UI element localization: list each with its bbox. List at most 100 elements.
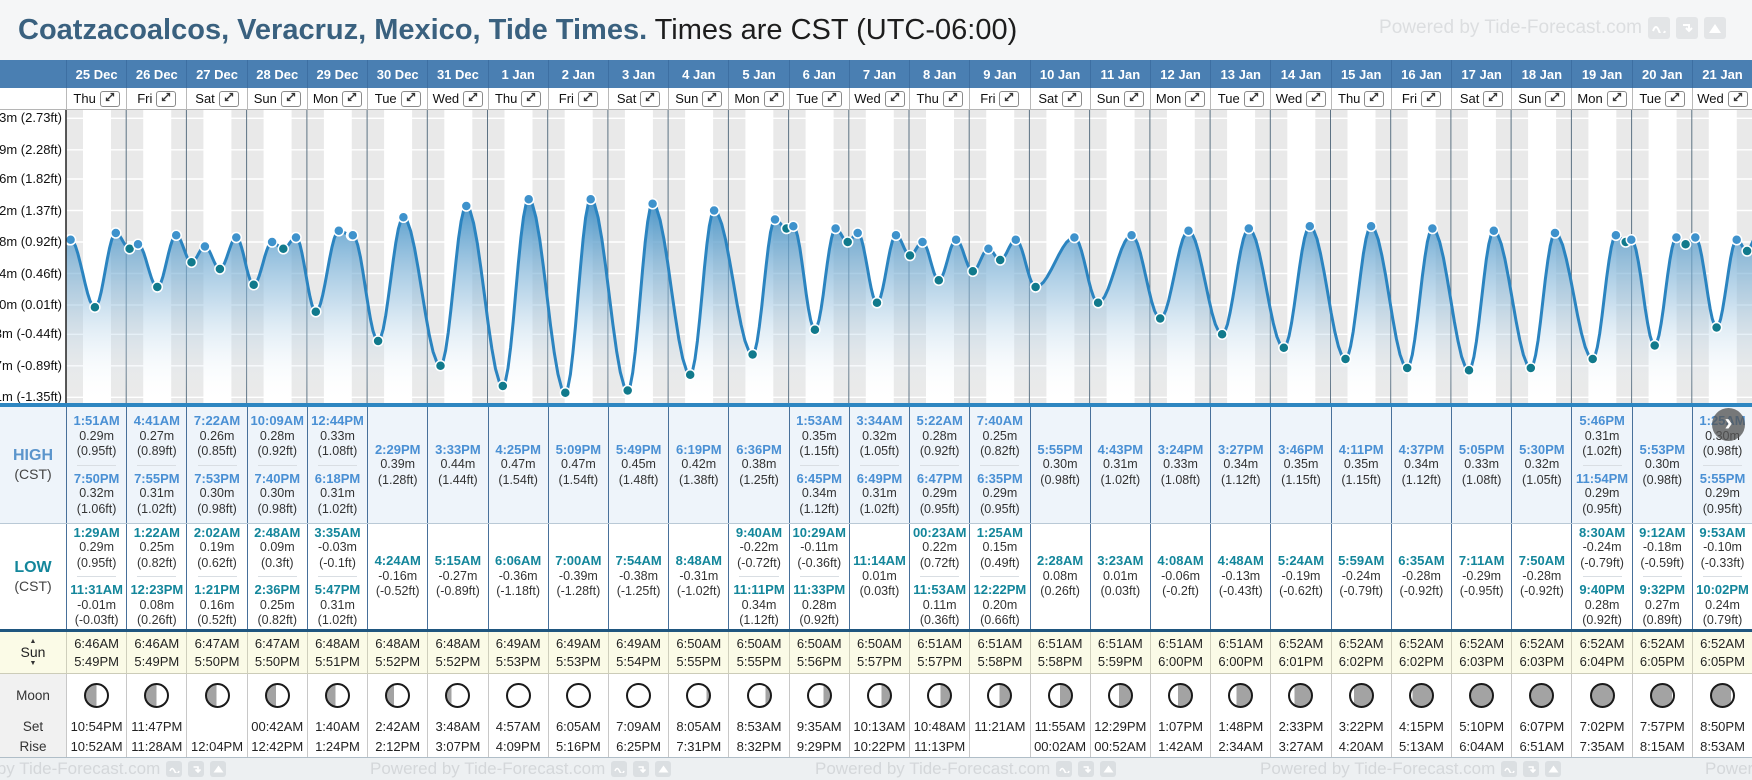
sunset-time: 6:05PM — [1700, 653, 1745, 669]
watermark-bottom: Powered by Tide-Forecast.com — [0, 759, 227, 779]
sunset-time: 5:56PM — [796, 653, 842, 669]
expand-day-button[interactable] — [1306, 90, 1327, 107]
tide-height-ft: (1.48ft) — [618, 472, 659, 487]
expand-day-button[interactable] — [400, 90, 421, 107]
expand-day-button[interactable] — [1606, 90, 1627, 107]
expand-day-button[interactable] — [1421, 90, 1441, 107]
sun-times-cell: 6:48AM 5:52PM — [427, 632, 487, 673]
low-tide-entry: 9:40AM -0.22m (-0.72ft) — [736, 525, 782, 572]
low-tide-time: 9:40AM — [735, 524, 783, 540]
expand-day-button[interactable] — [1123, 90, 1144, 107]
expand-day-button[interactable] — [1727, 90, 1748, 107]
moonset-time: 4:57AM — [495, 718, 541, 734]
low-tide-time: 4:48AM — [1217, 553, 1264, 569]
expand-day-button[interactable] — [463, 90, 484, 107]
moonrise-cell: 8:32PM — [728, 736, 788, 757]
tide-height-ft: (0.82ft) — [257, 613, 298, 627]
low-tide-entry: 1:25AM 0.15m (0.49ft) — [977, 525, 1023, 572]
tide-height-ft: (0.98ft) — [1702, 444, 1743, 458]
low-tide-cell: 7:00AM -0.39m (-1.28ft) — [547, 524, 608, 629]
moonset-time: 3:48AM — [435, 718, 481, 734]
moon-phase-icon — [565, 682, 591, 708]
expand-day-button[interactable] — [280, 90, 301, 107]
day-date-label: 30 Dec — [376, 66, 419, 82]
moonset-cell: 00:42AM — [246, 716, 307, 736]
expand-icon — [1487, 91, 1499, 106]
high-tide-entry: 4:37PM 0.34m (1.12ft) — [1399, 442, 1445, 489]
tide-height-m: 0.47m — [500, 457, 536, 472]
tide-height-ft: (0.52ft) — [197, 613, 237, 627]
expand-day-button[interactable] — [1483, 90, 1504, 107]
high-tide-entry: 3:46PM 0.35m (1.15ft) — [1278, 442, 1324, 489]
expand-day-button[interactable] — [99, 90, 120, 107]
moon-phase-icon — [1168, 682, 1194, 708]
sunset-time: 5:50PM — [254, 653, 300, 669]
high-tide-cell: 10:09AM 0.28m (0.92ft) 7:40PM 0.30m (0.98ft) — [246, 407, 307, 523]
expand-day-button[interactable] — [1185, 90, 1206, 107]
sunrise-time: 6:52AM — [1579, 635, 1625, 651]
expand-day-button[interactable] — [577, 90, 598, 107]
entry-divider — [1582, 464, 1622, 466]
sunset-time: 6:01PM — [1278, 653, 1324, 669]
tide-height-m: 0.29m — [982, 486, 1018, 500]
tide-height-ft: (-0.1ft) — [319, 555, 356, 570]
sun-times-cell: 6:47AM 5:50PM — [186, 632, 246, 673]
high-row-label: HIGH (CST) — [0, 407, 66, 523]
moonset-cell: 3:48AM — [427, 716, 487, 736]
sunset-time: 5:52PM — [435, 653, 481, 669]
moonset-cell: 2:42AM — [367, 716, 427, 736]
low-tide-entry: 7:54AM -0.38m (-1.25ft) — [615, 553, 661, 600]
expand-day-button[interactable] — [521, 90, 542, 107]
y-axis-tick-label: 0.83m (2.73ft) — [0, 110, 62, 126]
expand-day-button[interactable] — [1061, 90, 1082, 107]
expand-day-button[interactable] — [702, 90, 723, 107]
moon-phase-cell — [1691, 674, 1752, 716]
low-tide-time: 12:23PM — [130, 582, 184, 597]
moonset-time: 1:40AM — [315, 718, 360, 734]
expand-day-button[interactable] — [1545, 90, 1566, 107]
tide-height-m: 0.11m — [922, 597, 957, 612]
sun-times-cell: 6:49AM 5:53PM — [547, 632, 608, 673]
day-date-label: 18 Jan — [1521, 66, 1563, 82]
sun-row-label: ▲ Sun ▼ — [0, 632, 66, 673]
tide-height-m: 0.28m — [922, 428, 958, 443]
wave-icon — [166, 761, 183, 777]
moon-phase-icon — [264, 682, 290, 708]
moon-phase-cell — [728, 674, 788, 716]
moon-phase-cell — [1270, 674, 1330, 716]
tide-height-m: 0.27m — [1644, 597, 1680, 612]
expand-day-button[interactable] — [1243, 90, 1264, 107]
moonrise-cell: 8:53AM — [1691, 736, 1752, 757]
expand-day-button[interactable] — [342, 90, 363, 107]
expand-day-button[interactable] — [763, 90, 784, 107]
tide-height-ft: (0.98ft) — [197, 501, 237, 516]
expand-day-button[interactable] — [1665, 90, 1686, 107]
high-tide-time: 1:51AM — [73, 413, 120, 428]
high-tide-cell: 4:25PM 0.47m (1.54ft) — [487, 407, 548, 523]
day-weekday-cell: Fri — [969, 88, 1029, 109]
next-page-button[interactable]: › — [1712, 408, 1745, 441]
moonrise-time: 2:34AM — [1218, 739, 1264, 754]
expand-day-button[interactable] — [1364, 90, 1385, 107]
day-weekday-cell: Sat — [607, 88, 668, 109]
low-tide-time: 3:35AM — [314, 524, 361, 540]
tide-height-m: 0.26m — [199, 428, 235, 443]
expand-day-button[interactable] — [942, 90, 963, 107]
moon-phase-cell — [607, 674, 668, 716]
sunrise-time: 6:51AM — [1158, 635, 1203, 651]
moonset-cell: 7:02PM — [1571, 716, 1631, 736]
expand-day-button[interactable] — [822, 90, 843, 107]
high-tide-time: 5:49PM — [615, 441, 662, 457]
tide-arrow-icon — [1676, 17, 1698, 39]
moonset-cell: 11:47PM — [126, 716, 186, 736]
weekday-label: Mon — [1155, 91, 1182, 106]
expand-day-button[interactable] — [999, 90, 1020, 107]
high-tide-entry: 7:53PM 0.30m (0.98ft) — [194, 471, 240, 518]
expand-day-button[interactable] — [156, 90, 177, 107]
high-tide-time: 5:46PM — [1579, 413, 1625, 428]
sunrise-time: 6:52AM — [1278, 635, 1324, 651]
expand-day-button[interactable] — [218, 90, 239, 107]
expand-day-button[interactable] — [884, 90, 905, 107]
expand-day-button[interactable] — [640, 90, 661, 107]
tide-height-m: 0.31m — [1102, 457, 1138, 472]
